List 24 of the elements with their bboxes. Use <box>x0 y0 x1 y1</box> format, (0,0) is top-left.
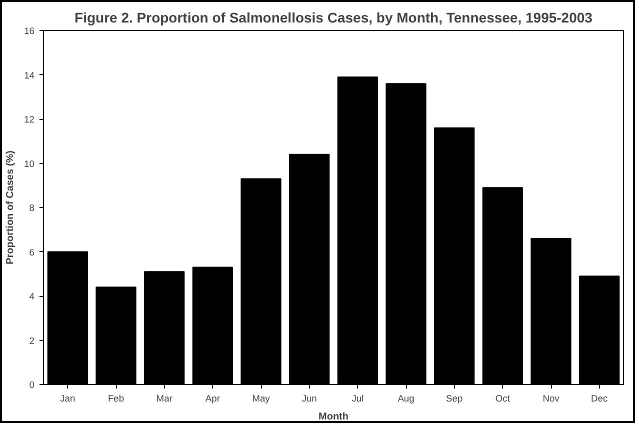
x-tick-label: Apr <box>205 394 220 404</box>
x-axis-title: Month <box>318 412 349 422</box>
y-tick-label: 2 <box>29 336 35 346</box>
y-tick-label: 14 <box>24 70 35 80</box>
y-tick-label: 0 <box>29 380 35 390</box>
x-tick-label: Jul <box>352 394 364 404</box>
x-tick-label: Oct <box>495 394 510 404</box>
x-tick-label: Sep <box>446 394 463 404</box>
x-tick-label: May <box>252 394 270 404</box>
chart-title: Figure 2. Proportion of Salmonellosis Cases, by Month, Tennessee, 1995-2003 <box>74 10 593 26</box>
y-tick-label: 10 <box>24 158 35 169</box>
y-tick-label: 8 <box>29 203 35 213</box>
x-tick-label: Jan <box>60 394 76 404</box>
y-axis-title: Proportion of Cases (%) <box>5 150 16 264</box>
x-tick-label: Dec <box>591 394 608 404</box>
y-tick-label: 4 <box>29 292 35 302</box>
y-tick-label: 16 <box>24 26 35 36</box>
x-tick-label: Nov <box>542 394 560 404</box>
x-tick-label: Feb <box>108 394 124 404</box>
y-tick-label: 12 <box>24 114 35 124</box>
x-tick-label: Jun <box>302 394 317 404</box>
x-tick-label: Mar <box>156 394 172 404</box>
x-tick-label: Aug <box>398 394 414 404</box>
y-tick-label: 6 <box>29 247 35 258</box>
